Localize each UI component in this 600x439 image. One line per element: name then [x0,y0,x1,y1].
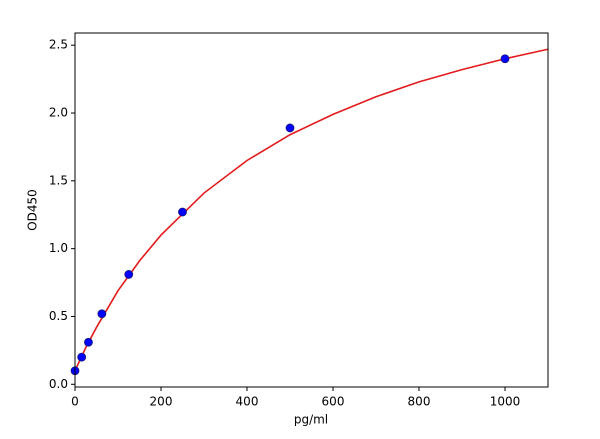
y-axis-label: OD450 [26,189,40,231]
data-point [77,352,87,362]
x-tick-label: 600 [322,395,345,409]
data-point [97,309,107,319]
y-tick-label: 1.0 [49,241,68,255]
x-tick-label: 200 [150,395,173,409]
y-tick-label: 2.0 [49,106,68,120]
data-point [500,54,510,64]
data-point [178,207,187,217]
data-point [84,337,93,347]
y-tick-label: 2.5 [49,38,68,52]
fit-curve [74,48,549,372]
data-point [124,270,134,279]
x-tick-label: 1000 [490,395,521,409]
data-point [285,123,295,133]
y-tick-label: 0.0 [49,377,68,391]
x-axis-label: pg/ml [294,413,328,427]
x-tick-label: 400 [236,395,259,409]
y-tick-label: 1.5 [49,173,68,187]
y-tick-label: 0.5 [49,309,68,323]
x-tick-label: 0 [71,395,79,409]
plot-frame [74,32,549,388]
x-tick-label: 800 [408,395,431,409]
